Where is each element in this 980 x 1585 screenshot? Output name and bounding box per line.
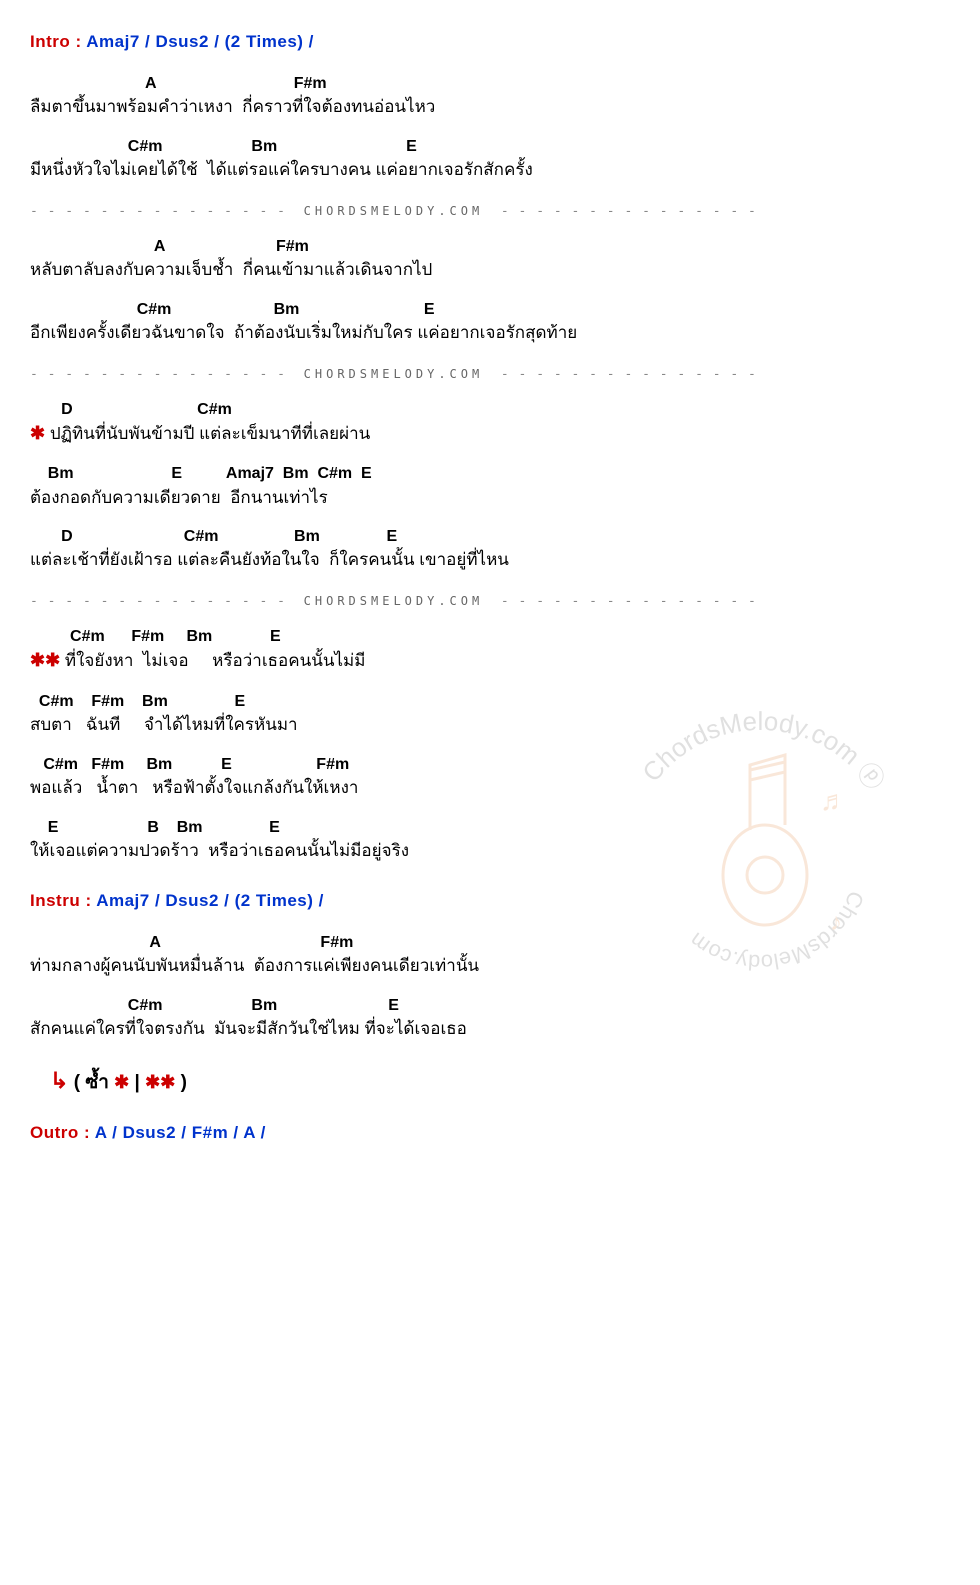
v1-chords-2: C#m Bm E bbox=[30, 137, 950, 156]
outro-line: Outro : A / Dsus2 / F#m / A / bbox=[30, 1123, 950, 1143]
dash-r: - - - - - - - - - - - - - - - bbox=[483, 367, 757, 382]
dash-l: - - - - - - - - - - - - - - - bbox=[30, 204, 304, 219]
divider-3: - - - - - - - - - - - - - - - CHORDSMELO… bbox=[30, 594, 950, 609]
repeat-mid: | bbox=[129, 1072, 145, 1093]
pre-lyric-2: ต้องกอดกับความเดียวดาย อีกนานเท่าไร bbox=[30, 486, 950, 510]
outro-label: Outro : bbox=[30, 1123, 90, 1142]
star-double: ✱✱ bbox=[30, 650, 60, 670]
outro-chords: A / Dsus2 / F#m / A / bbox=[90, 1123, 266, 1142]
pre-lyric-1: ✱ ปฏิทินที่นับพันข้ามปี แต่ละเข็มนาทีที่… bbox=[30, 421, 950, 446]
divider-1: - - - - - - - - - - - - - - - CHORDSMELO… bbox=[30, 204, 950, 219]
ch-lyric-4: ให้เจอแต่ความปวดร้าว หรือว่าเธอคนนั้นไม่… bbox=[30, 839, 950, 863]
ch-lyric-1-text: ที่ใจยังหา ไม่เจอ หรือว่าเธอคนนั้นไม่มี bbox=[60, 651, 365, 670]
v2-chords-1: A F#m bbox=[30, 237, 950, 256]
repeat-star2: ✱✱ bbox=[145, 1072, 175, 1092]
ch-chords-1: C#m F#m Bm E bbox=[30, 627, 950, 646]
ch-chords-2: C#m F#m Bm E bbox=[30, 692, 950, 711]
v1-chords-1: A F#m bbox=[30, 74, 950, 93]
svg-text:♪: ♪ bbox=[830, 909, 842, 936]
ch-lyric-1: ✱✱ ที่ใจยังหา ไม่เจอ หรือว่าเธอคนนั้นไม่… bbox=[30, 648, 950, 673]
v3-lyric-2: สักคนแค่ใครที่ใจตรงกัน มันจะมีสักวันใช่ไ… bbox=[30, 1017, 950, 1041]
divider-brand: CHORDSMELODY.COM bbox=[304, 204, 484, 218]
ch-lyric-3: พอแล้ว น้ำตา หรือฟ้าตั้งใจแกล้งกันให้เหง… bbox=[30, 776, 950, 800]
v3-lyric-1: ท่ามกลางผู้คนนับพันหมื่นล้าน ต้องการแค่เ… bbox=[30, 954, 950, 978]
pre-chords-3: D C#m Bm E bbox=[30, 527, 950, 546]
dash-r: - - - - - - - - - - - - - - - bbox=[483, 594, 757, 609]
instru-chords: Amaj7 / Dsus2 / (2 Times) / bbox=[92, 891, 324, 910]
pre-chords-2: Bm E Amaj7 Bm C#m E bbox=[30, 464, 950, 483]
v2-lyric-1: หลับตาลับลงกับความเจ็บช้ำ กี่คนเข้ามาแล้… bbox=[30, 258, 950, 282]
intro-line: Intro : Amaj7 / Dsus2 / (2 Times) / bbox=[30, 32, 950, 52]
repeat-open: ( ซ้ำ bbox=[68, 1072, 114, 1093]
ch-chords-4: E B Bm E bbox=[30, 818, 950, 837]
pre-lyric-1-text: ปฏิทินที่นับพันข้ามปี แต่ละเข็มนาทีที่เล… bbox=[45, 424, 370, 443]
v3-chords-2: C#m Bm E bbox=[30, 996, 950, 1015]
dash-l: - - - - - - - - - - - - - - - bbox=[30, 367, 304, 382]
repeat-star1: ✱ bbox=[114, 1072, 129, 1092]
v1-lyric-2: มีหนึ่งหัวใจไม่เคยได้ใช้ ได้แต่รอแค่ใครบ… bbox=[30, 158, 950, 182]
ch-chords-3: C#m F#m Bm E F#m bbox=[30, 755, 950, 774]
divider-brand: CHORDSMELODY.COM bbox=[304, 367, 484, 381]
star-single: ✱ bbox=[30, 423, 45, 443]
intro-label: Intro : bbox=[30, 32, 82, 51]
v1-lyric-1: ลืมตาขึ้นมาพร้อมคำว่าเหงา กี่คราวที่ใจต้… bbox=[30, 95, 950, 119]
v3-chords-1: A F#m bbox=[30, 933, 950, 952]
dash-r: - - - - - - - - - - - - - - - bbox=[483, 204, 757, 219]
instru-line: Instru : Amaj7 / Dsus2 / (2 Times) / bbox=[30, 891, 950, 911]
intro-chords: Amaj7 / Dsus2 / (2 Times) / bbox=[82, 32, 314, 51]
repeat-line: ↳ ( ซ้ำ ✱ | ✱✱ ) bbox=[50, 1067, 950, 1097]
divider-brand: CHORDSMELODY.COM bbox=[304, 594, 484, 608]
pre-lyric-3: แต่ละเช้าที่ยังเฝ้ารอ แต่ละคืนยังท้อในใจ… bbox=[30, 548, 950, 572]
repeat-arrow-icon: ↳ bbox=[50, 1068, 68, 1093]
dash-l: - - - - - - - - - - - - - - - bbox=[30, 594, 304, 609]
ch-lyric-2: สบตา ฉันที จำได้ไหมที่ใครหันมา bbox=[30, 713, 950, 737]
v2-chords-2: C#m Bm E bbox=[30, 300, 950, 319]
pre-chords-1: D C#m bbox=[30, 400, 950, 419]
divider-2: - - - - - - - - - - - - - - - CHORDSMELO… bbox=[30, 367, 950, 382]
instru-label: Instru : bbox=[30, 891, 92, 910]
v2-lyric-2: อีกเพียงครั้งเดียวฉันขาดใจ ถ้าต้องนับเริ… bbox=[30, 321, 950, 345]
repeat-close: ) bbox=[175, 1072, 187, 1093]
